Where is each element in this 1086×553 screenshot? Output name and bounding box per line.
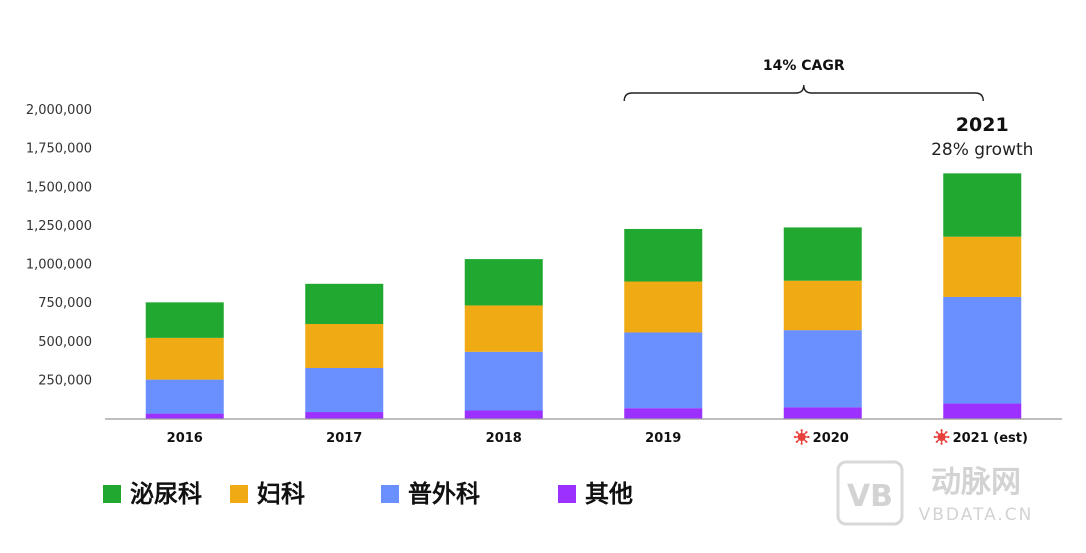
watermark-logo-text: VB (847, 479, 893, 514)
watermark-logo-icon (836, 460, 904, 526)
virus-icon (793, 429, 810, 445)
y-tick-label: 750,000 (38, 296, 92, 311)
y-tick-label: 1,250,000 (26, 219, 92, 234)
bar-segment (305, 323, 384, 369)
bar-segment (464, 410, 543, 419)
bar-segment (783, 280, 862, 331)
legend-label: 妇科 (257, 480, 305, 508)
highlight-title: 2021 (956, 114, 1009, 136)
highlight-subtitle: 28% growth (931, 140, 1033, 160)
bar-segment (624, 408, 703, 419)
bar-segment (943, 173, 1022, 237)
bar-segment (464, 259, 543, 306)
watermark-domain: VBDATA.CN (919, 505, 1034, 525)
bar-segment (783, 407, 862, 419)
x-tick-label: 2016 (167, 431, 203, 446)
watermark: VB 动脉网 VBDATA.CN (836, 460, 1034, 526)
virus-icon (933, 429, 950, 445)
legend: 泌尿科 妇科 普外科 其他 (103, 480, 633, 508)
x-tick-label: 2018 (486, 431, 522, 446)
x-axis: 2016 2017 2018 2019 2020 2021 (est) (167, 429, 1028, 446)
legend-label: 泌尿科 (130, 480, 202, 508)
y-axis: 250,000 500,000 750,000 1,000,000 1,250,000 1… (26, 103, 92, 388)
x-tick-label: 2021 (est) (953, 431, 1028, 446)
y-tick-label: 500,000 (38, 335, 92, 350)
y-tick-label: 250,000 (38, 373, 92, 388)
bar-segment (783, 227, 862, 281)
bar-segment (145, 337, 224, 380)
bar-segment (624, 228, 703, 282)
highlight-annotation: 2021 28% growth (931, 114, 1033, 160)
legend-swatch (230, 485, 248, 503)
x-tick-label: 2020 (813, 431, 849, 446)
legend-swatch (103, 485, 121, 503)
bar-segment (943, 236, 1022, 297)
bar-segment (624, 332, 703, 409)
y-tick-label: 1,000,000 (26, 258, 92, 273)
bar-segment (783, 330, 862, 408)
bar-segment (145, 379, 224, 414)
cagr-annotation: 14% CAGR (623, 58, 984, 102)
bar-segment (145, 302, 224, 338)
legend-label: 普外科 (408, 480, 480, 508)
bar-segment (464, 351, 543, 411)
watermark-brand: 动脉网 (931, 465, 1021, 500)
bar-segment (464, 305, 543, 352)
bar-segment (305, 283, 384, 324)
legend-swatch (558, 485, 576, 503)
y-tick-label: 1,750,000 (26, 142, 92, 157)
cagr-label: 14% CAGR (763, 58, 845, 74)
bar-segment (305, 412, 384, 419)
y-tick-label: 1,500,000 (26, 180, 92, 195)
x-tick-label: 2017 (326, 431, 362, 446)
bar-segment (305, 368, 384, 413)
bar-segment (943, 296, 1022, 404)
y-tick-label: 2,000,000 (26, 103, 92, 118)
legend-label: 其他 (585, 480, 633, 508)
bar-segment (943, 403, 1022, 419)
x-tick-label: 2019 (645, 431, 681, 446)
bar-segment (624, 281, 703, 333)
bar-segment (145, 413, 224, 419)
bars (145, 173, 1022, 419)
cagr-brace (623, 84, 984, 102)
legend-swatch (381, 485, 399, 503)
